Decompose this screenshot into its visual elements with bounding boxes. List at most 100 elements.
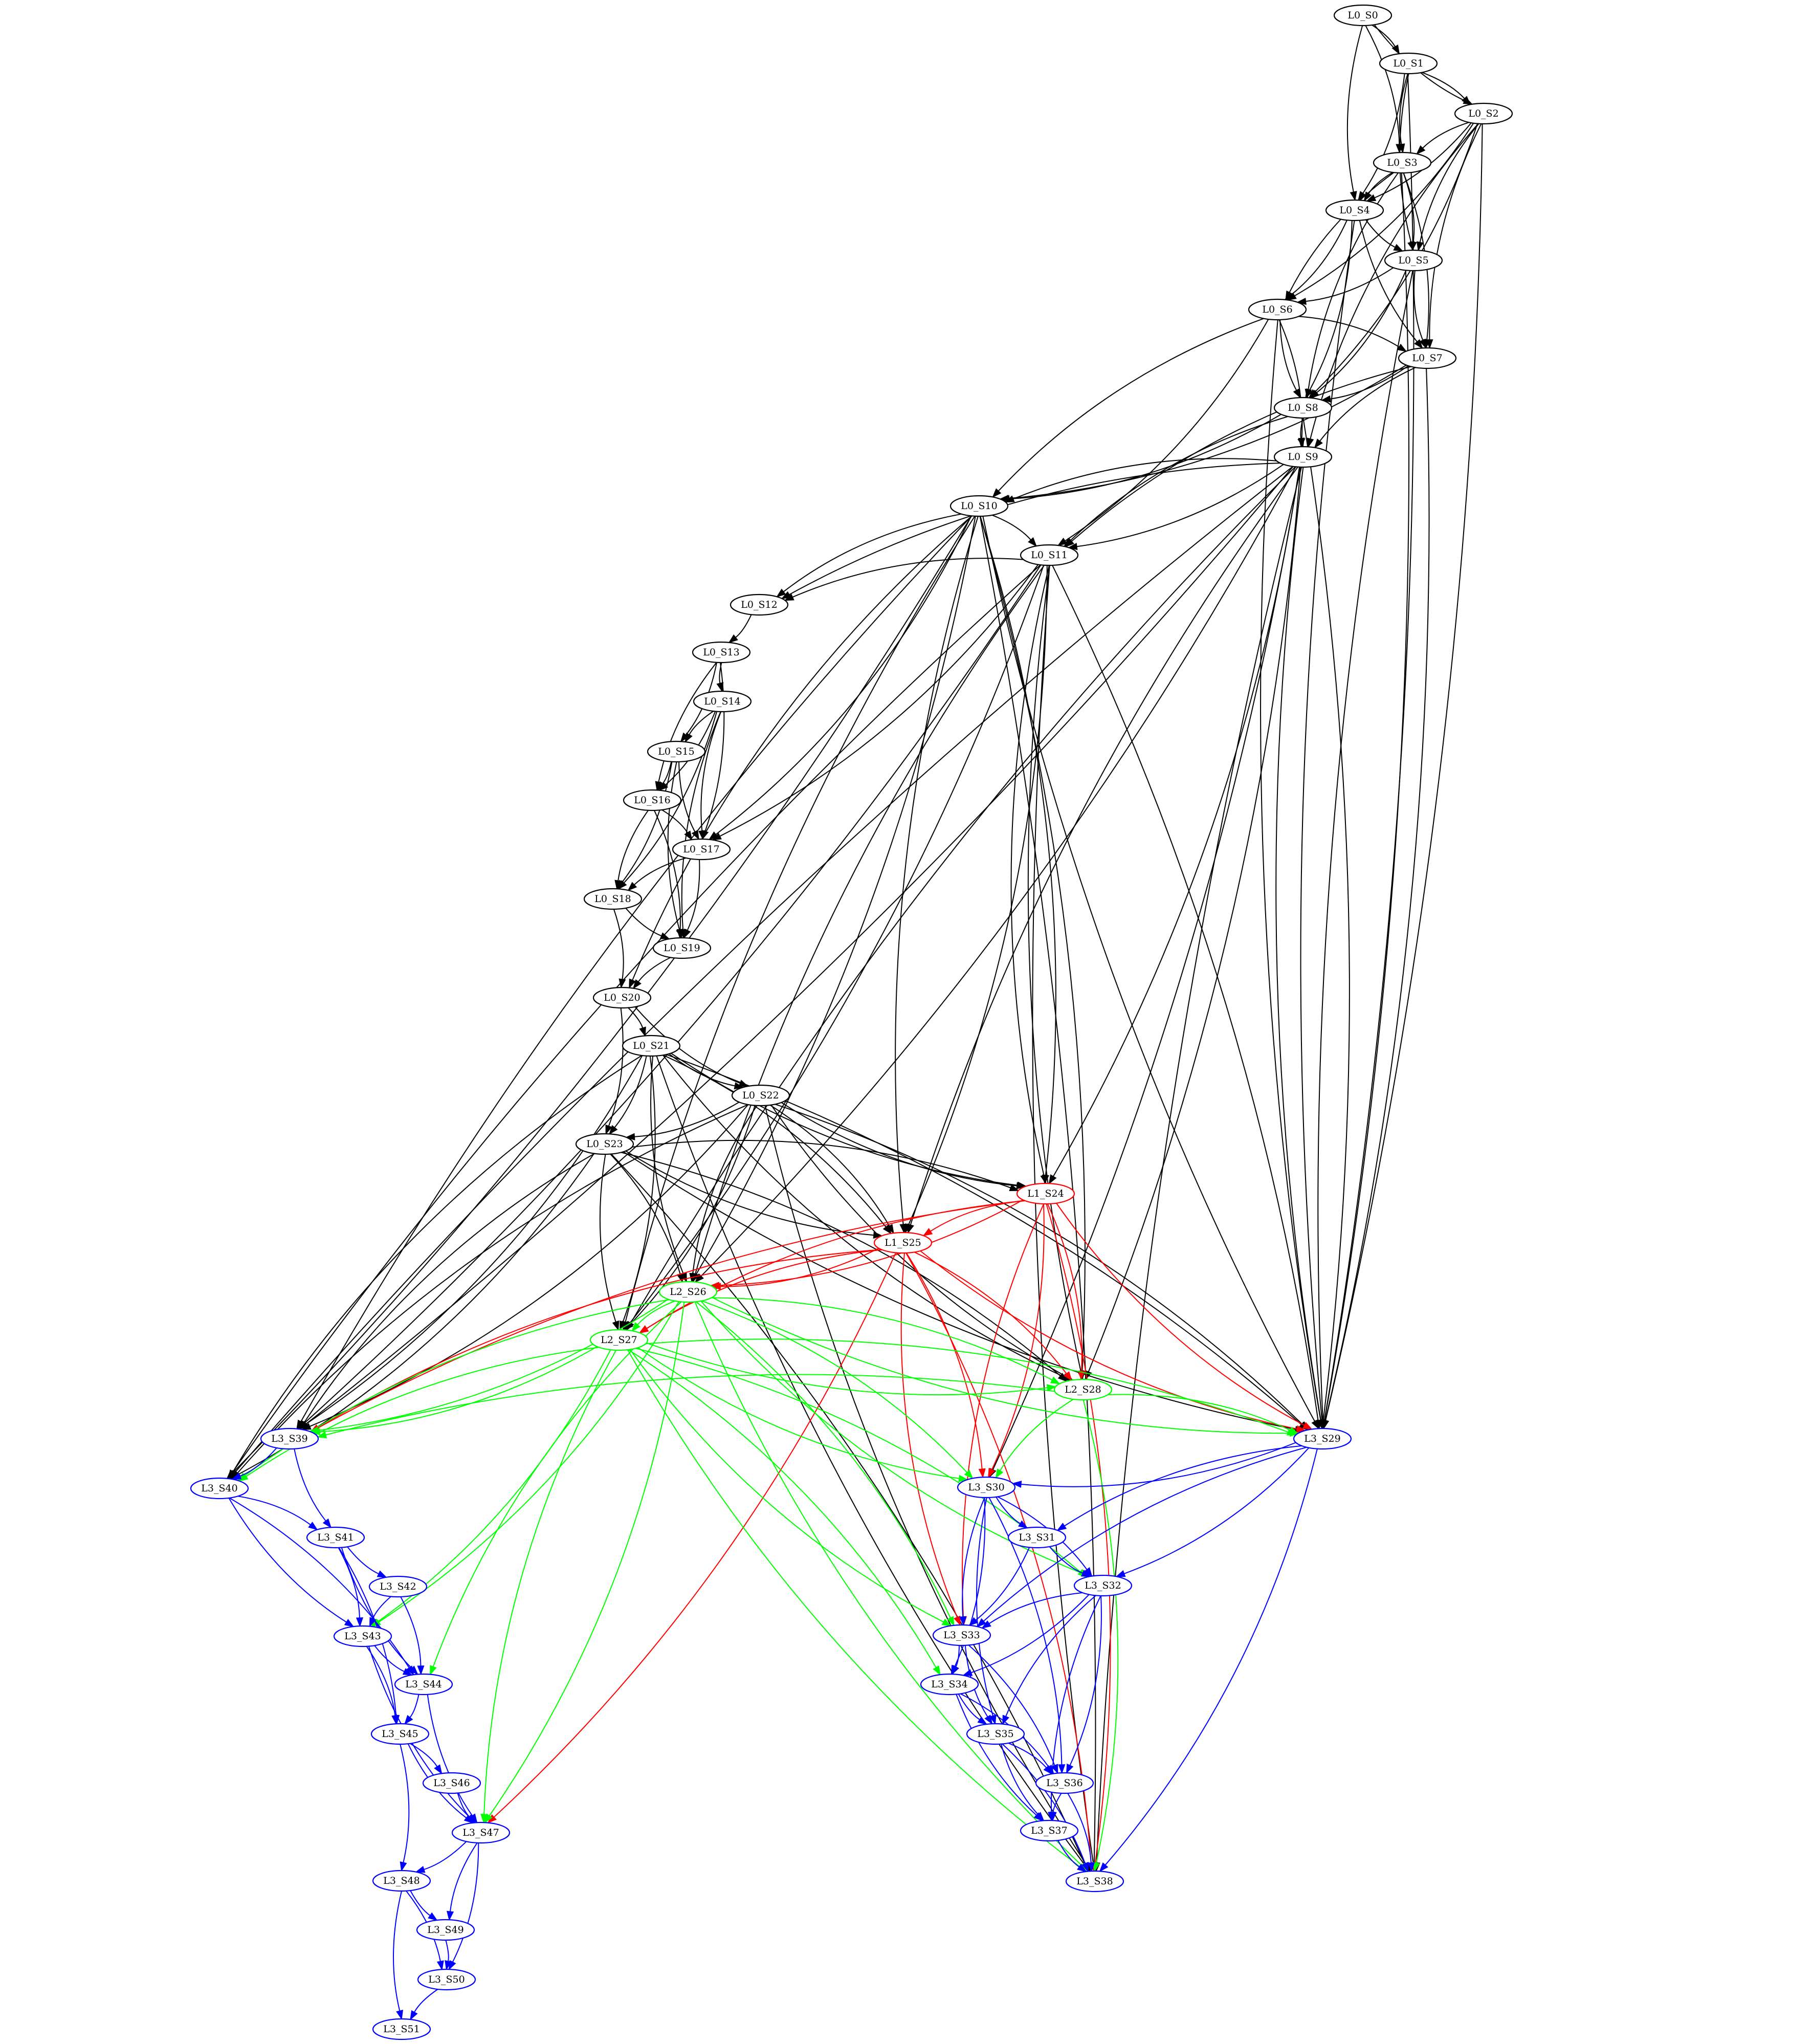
edge-arrowhead-icon (1288, 1426, 1299, 1434)
node-ellipse (1020, 1819, 1079, 1842)
node-L3_S29: L3_S29 (1293, 1427, 1352, 1450)
edge-L1_S25-to-L2_S26 (711, 1247, 879, 1290)
node-L3_S45: L3_S45 (370, 1723, 430, 1745)
edge-line (232, 1055, 643, 1472)
edge-L0_S22-to-L3_S39 (301, 1104, 749, 1430)
edge-L3_S32-to-L3_S33 (981, 1592, 1083, 1629)
edge-L0_S5-to-L0_S6 (1296, 267, 1394, 305)
node-L3_S34: L3_S34 (920, 1673, 979, 1696)
edge-L0_S10-to-L1_S24 (979, 516, 1056, 1185)
edge-arrowhead-icon (1063, 1371, 1072, 1381)
edge-line (956, 1694, 1037, 1816)
node-L0_S22: L0_S22 (731, 1084, 790, 1107)
node-L3_S38: L3_S38 (1065, 1870, 1124, 1893)
edge-L0_S20-to-L0_S21 (628, 1007, 646, 1037)
edge-arrowhead-icon (299, 1420, 308, 1431)
node-ellipse (1398, 347, 1457, 369)
edge-line (700, 711, 722, 831)
node-label: L3_S45 (382, 1728, 418, 1740)
edge-arrowhead-icon (1393, 244, 1404, 252)
edge-line (317, 1299, 669, 1431)
edge-L0_S8-to-L0_S11 (1063, 416, 1288, 547)
edge-line (704, 662, 725, 832)
node-label: L2_S26 (670, 1286, 706, 1298)
edge-line (930, 1200, 1025, 1232)
edge-line (1429, 123, 1482, 340)
node-ellipse (370, 1723, 430, 1745)
edge-L0_S17-to-L0_S19 (683, 859, 700, 939)
node-L3_S37: L3_S37 (1020, 1819, 1079, 1842)
edge-arrowhead-icon (904, 1223, 912, 1234)
edge-L3_S33-to-L3_S36 (968, 1644, 1058, 1774)
edge-arrowhead-icon (618, 978, 626, 989)
edge-line (305, 1055, 643, 1425)
edge-line (617, 810, 649, 881)
edge-arrowhead-icon (1350, 191, 1357, 202)
node-L3_S46: L3_S46 (422, 1772, 481, 1794)
node-L3_S50: L3_S50 (417, 1968, 476, 1991)
edge-L3_S31-to-L3_S33 (968, 1547, 1030, 1627)
edge-arrowhead-icon (962, 1669, 973, 1676)
node-L0_S5: L0_S5 (1384, 249, 1443, 272)
edge-L3_S30-to-L3_S35 (976, 1497, 997, 1725)
node-label: L0_S17 (683, 844, 719, 855)
node-ellipse (1248, 298, 1307, 321)
edge-line (378, 1301, 679, 1623)
edge-line (781, 1102, 1017, 1186)
edge-arrowhead-icon (301, 1423, 312, 1430)
edge-L2_S28-to-L3_S30 (995, 1399, 1074, 1479)
edge-line (483, 1350, 617, 1815)
node-ellipse (1325, 199, 1384, 222)
edge-line (410, 1890, 431, 1916)
edge-arrowhead-icon (995, 1468, 1004, 1479)
node-label: L0_S9 (1288, 451, 1318, 463)
edge-L3_S39-to-L3_S40 (231, 1447, 277, 1480)
edge-line (1300, 417, 1303, 439)
edge-arrowhead-icon (638, 1325, 649, 1334)
edge-line (300, 515, 973, 1422)
edge-arrowhead-icon (711, 1283, 721, 1290)
node-label: L3_S31 (1019, 1532, 1055, 1543)
edge-arrowhead-icon (436, 1960, 444, 1971)
edge-line (695, 1301, 951, 1618)
edge-line (1000, 1744, 1039, 1815)
node-L2_S28: L2_S28 (1053, 1378, 1113, 1401)
edge-line (409, 1694, 419, 1718)
edge-line (905, 1252, 983, 1469)
edge-line (979, 516, 1056, 1176)
edge-arrowhead-icon (1419, 338, 1426, 349)
edge-arrowhead-icon (959, 1616, 967, 1627)
edge-arrowhead-icon (1409, 241, 1417, 252)
edge-line (695, 565, 1045, 1274)
node-label: L0_S19 (664, 942, 700, 954)
edge-arrowhead-icon (1099, 1862, 1109, 1872)
edge-line (1330, 365, 1409, 400)
edge-line (1419, 123, 1479, 243)
edge-arrowhead-icon (992, 488, 1002, 498)
node-ellipse (692, 641, 751, 664)
edge-arrowhead-icon (952, 1664, 960, 1675)
edge-line (317, 1249, 882, 1428)
node-L3_S51: L3_S51 (372, 2018, 431, 2040)
edge-L3_S46-to-L3_S47 (457, 1793, 476, 1823)
edge-line (1316, 270, 1407, 393)
edge-L0_S9-to-L0_S11 (1067, 464, 1284, 551)
edge-arrowhead-icon (480, 1814, 488, 1824)
edge-L0_S16-to-L0_S18 (614, 810, 649, 890)
edge-arrowhead-icon (1057, 537, 1068, 546)
edge-arrowhead-icon (922, 1228, 933, 1237)
node-ellipse (658, 1281, 718, 1303)
edge-arrowhead-icon (445, 1960, 452, 1971)
edge-arrowhead-icon (1066, 1763, 1074, 1774)
edge-line (988, 1592, 1083, 1624)
edge-line (1362, 73, 1405, 194)
edge-line (410, 1743, 438, 1767)
node-ellipse (1273, 397, 1333, 419)
edge-L3_S36-to-L3_S37 (1049, 1793, 1062, 1822)
edge-L2_S28-to-L3_S38 (1082, 1399, 1119, 1873)
edge-L2_S26-to-L3_S33 (695, 1301, 955, 1627)
edge-arrowhead-icon (989, 1714, 997, 1725)
edge-line (991, 1203, 1045, 1470)
node-L0_S11: L0_S11 (1020, 544, 1079, 566)
edge-arrowhead-icon (694, 1273, 704, 1283)
